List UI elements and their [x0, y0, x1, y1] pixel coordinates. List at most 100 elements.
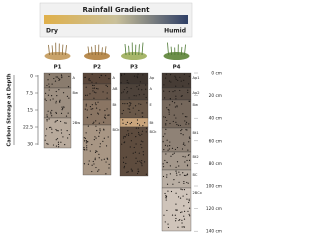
speckle — [55, 128, 57, 131]
speckle — [145, 84, 147, 86]
speckle — [180, 95, 182, 97]
plant-stem — [65, 44, 67, 56]
speckle — [137, 160, 139, 162]
speckle — [46, 143, 48, 145]
speckle — [121, 112, 123, 115]
horizon-label: Ap1 — [193, 76, 200, 80]
speckle — [180, 188, 182, 190]
speckle — [48, 83, 50, 85]
speckle — [174, 90, 176, 92]
speckle — [164, 159, 166, 162]
speckle — [122, 122, 124, 124]
speckle — [171, 100, 173, 103]
speckle — [163, 90, 165, 92]
horizon — [82, 72, 112, 85]
speckle — [137, 127, 139, 129]
speckle — [182, 195, 184, 197]
horizon — [43, 87, 72, 119]
profile-name: P2 — [93, 65, 101, 71]
speckle — [64, 122, 66, 124]
speckle — [138, 124, 141, 126]
speckle — [185, 123, 187, 125]
speckle — [187, 91, 189, 94]
speckle — [165, 123, 167, 125]
speckle — [128, 97, 130, 99]
speckle — [85, 142, 87, 144]
speckle — [184, 144, 186, 146]
speckle — [183, 205, 185, 207]
speckle — [163, 116, 165, 118]
speckle — [168, 80, 171, 82]
speckle — [166, 174, 168, 176]
speckle — [60, 74, 63, 76]
speckle — [126, 121, 129, 123]
speckle — [60, 141, 62, 143]
speckle — [59, 101, 61, 103]
speckle — [107, 114, 109, 116]
speckle — [46, 128, 48, 130]
speckle — [61, 75, 63, 77]
speckle — [141, 133, 143, 135]
speckle — [170, 190, 173, 193]
speckle — [165, 199, 167, 201]
speckle — [129, 104, 131, 106]
depth-label: 80 cm — [209, 161, 222, 167]
speckle — [87, 141, 89, 143]
speckle — [128, 133, 130, 135]
speckle — [58, 146, 60, 148]
speckle — [44, 98, 46, 100]
speckle — [183, 226, 185, 228]
speckle — [183, 79, 185, 82]
speckle — [106, 97, 108, 99]
speckle — [183, 142, 185, 144]
plant-stem — [184, 44, 186, 56]
profile-name: P4 — [173, 65, 181, 71]
speckle — [186, 181, 188, 184]
speckle — [91, 170, 93, 173]
speckle — [55, 145, 58, 147]
horizon-label: Ap — [150, 76, 155, 80]
plant-mound — [44, 52, 71, 60]
speckle — [169, 165, 171, 167]
carbon-tick-label: 22.5 — [23, 125, 33, 131]
speckle — [135, 136, 137, 138]
speckle — [93, 87, 96, 89]
speckle — [46, 116, 48, 118]
speckle — [130, 121, 133, 124]
horizon-label: Ap2 — [193, 91, 200, 95]
speckle — [93, 163, 95, 165]
speckle — [93, 97, 95, 99]
speckle — [184, 116, 187, 118]
speckle — [137, 73, 139, 75]
speckle — [182, 143, 184, 145]
speckle — [46, 114, 48, 116]
speckle — [66, 95, 69, 98]
speckle — [141, 130, 144, 132]
speckle — [108, 78, 110, 80]
speckle — [93, 121, 95, 123]
speckle — [162, 175, 165, 178]
speckle — [45, 99, 47, 102]
speckle — [130, 140, 132, 142]
speckle — [56, 138, 59, 140]
speckle — [86, 109, 88, 111]
speckle — [167, 226, 170, 229]
speckle — [62, 92, 65, 94]
speckle — [89, 106, 92, 108]
speckle — [186, 116, 188, 118]
speckle — [97, 88, 99, 90]
horizon — [119, 72, 149, 85]
speckle — [55, 76, 57, 78]
speckle — [164, 97, 166, 99]
speckle — [123, 73, 126, 75]
speckle — [127, 130, 129, 132]
speckle — [171, 214, 174, 216]
speckle — [51, 115, 53, 117]
speckle — [92, 160, 94, 163]
speckle — [168, 148, 170, 150]
speckle — [120, 82, 122, 84]
speckle — [183, 189, 186, 191]
speckle — [93, 91, 96, 93]
horizon — [161, 187, 192, 232]
speckle — [184, 156, 186, 158]
